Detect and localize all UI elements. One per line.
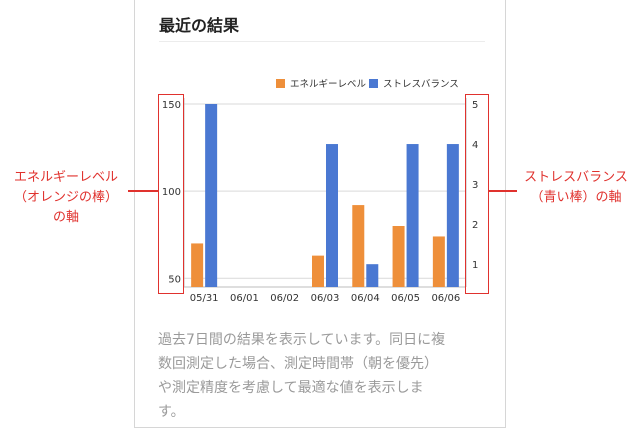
card-title: 最近の結果 <box>159 16 240 35</box>
right-annotation-line-1: ストレスバランス <box>524 170 628 185</box>
title-divider <box>159 41 485 42</box>
left-axis-tick-label: 50 <box>168 274 181 285</box>
description-line-1: 過去7日間の結果を表示しています。同日に複 <box>158 332 446 348</box>
legend-energy: エネルギーレベル <box>276 76 366 90</box>
energy-bar <box>312 255 324 287</box>
left-axis-annotation: エネルギーレベル （オレンジの棒） の軸 <box>4 168 128 228</box>
left-annotation-line-1: エネルギーレベル <box>13 170 118 185</box>
energy-bar <box>191 243 204 287</box>
left-axis-tick-label: 100 <box>162 187 181 198</box>
legend-energy-label: エネルギーレベル <box>290 79 367 90</box>
left-annotation-line <box>128 190 158 192</box>
right-annotation-line <box>489 190 517 192</box>
left-axis-tick-label: 150 <box>162 100 181 111</box>
right-annotation-line-2: （青い棒）の軸 <box>530 190 622 205</box>
x-axis-tick-label: 06/03 <box>311 293 340 304</box>
right-axis-tick-label: 3 <box>472 180 478 191</box>
stress-bar <box>366 264 379 287</box>
results-description: 過去7日間の結果を表示しています。同日に複 数回測定した場合、測定時間帯（朝を優… <box>158 328 476 424</box>
energy-bar <box>352 205 365 287</box>
x-axis-tick-label: 06/02 <box>270 293 299 304</box>
x-axis-tick-label: 06/01 <box>230 293 259 304</box>
stress-bar <box>406 144 419 287</box>
energy-bar <box>432 236 445 287</box>
legend-stress: ストレスバランス <box>369 76 459 90</box>
description-line-3: や測定精度を考慮して最適な値を表示しま <box>158 380 424 396</box>
stress-bar <box>205 104 218 287</box>
right-axis-highlight <box>465 94 489 294</box>
right-axis-tick-label: 1 <box>472 260 478 271</box>
right-axis-annotation: ストレスバランス （青い棒）の軸 <box>515 168 637 208</box>
right-axis-tick-label: 2 <box>472 220 478 231</box>
energy-bar <box>392 226 405 287</box>
stress-bar <box>446 144 459 287</box>
description-line-2: 数回測定した場合、測定時間帯（朝を優先） <box>158 356 438 372</box>
left-axis-highlight <box>158 94 184 294</box>
x-axis-tick-label: 05/31 <box>190 293 219 304</box>
legend-energy-swatch <box>276 78 285 88</box>
legend-stress-swatch <box>369 78 378 88</box>
description-line-4: す。 <box>158 404 185 420</box>
left-annotation-line-3: の軸 <box>52 210 79 225</box>
x-axis-tick-label: 06/06 <box>431 293 460 304</box>
right-axis-tick-label: 4 <box>472 140 478 151</box>
right-axis-tick-label: 5 <box>472 100 478 111</box>
stress-bar <box>326 144 338 287</box>
left-annotation-line-2: （オレンジの棒） <box>13 190 118 205</box>
x-axis-tick-label: 06/05 <box>391 293 420 304</box>
x-axis-tick-label: 06/04 <box>351 293 380 304</box>
legend-stress-label: ストレスバランス <box>383 79 459 90</box>
recent-results-card: 最近の結果 <box>134 0 506 428</box>
